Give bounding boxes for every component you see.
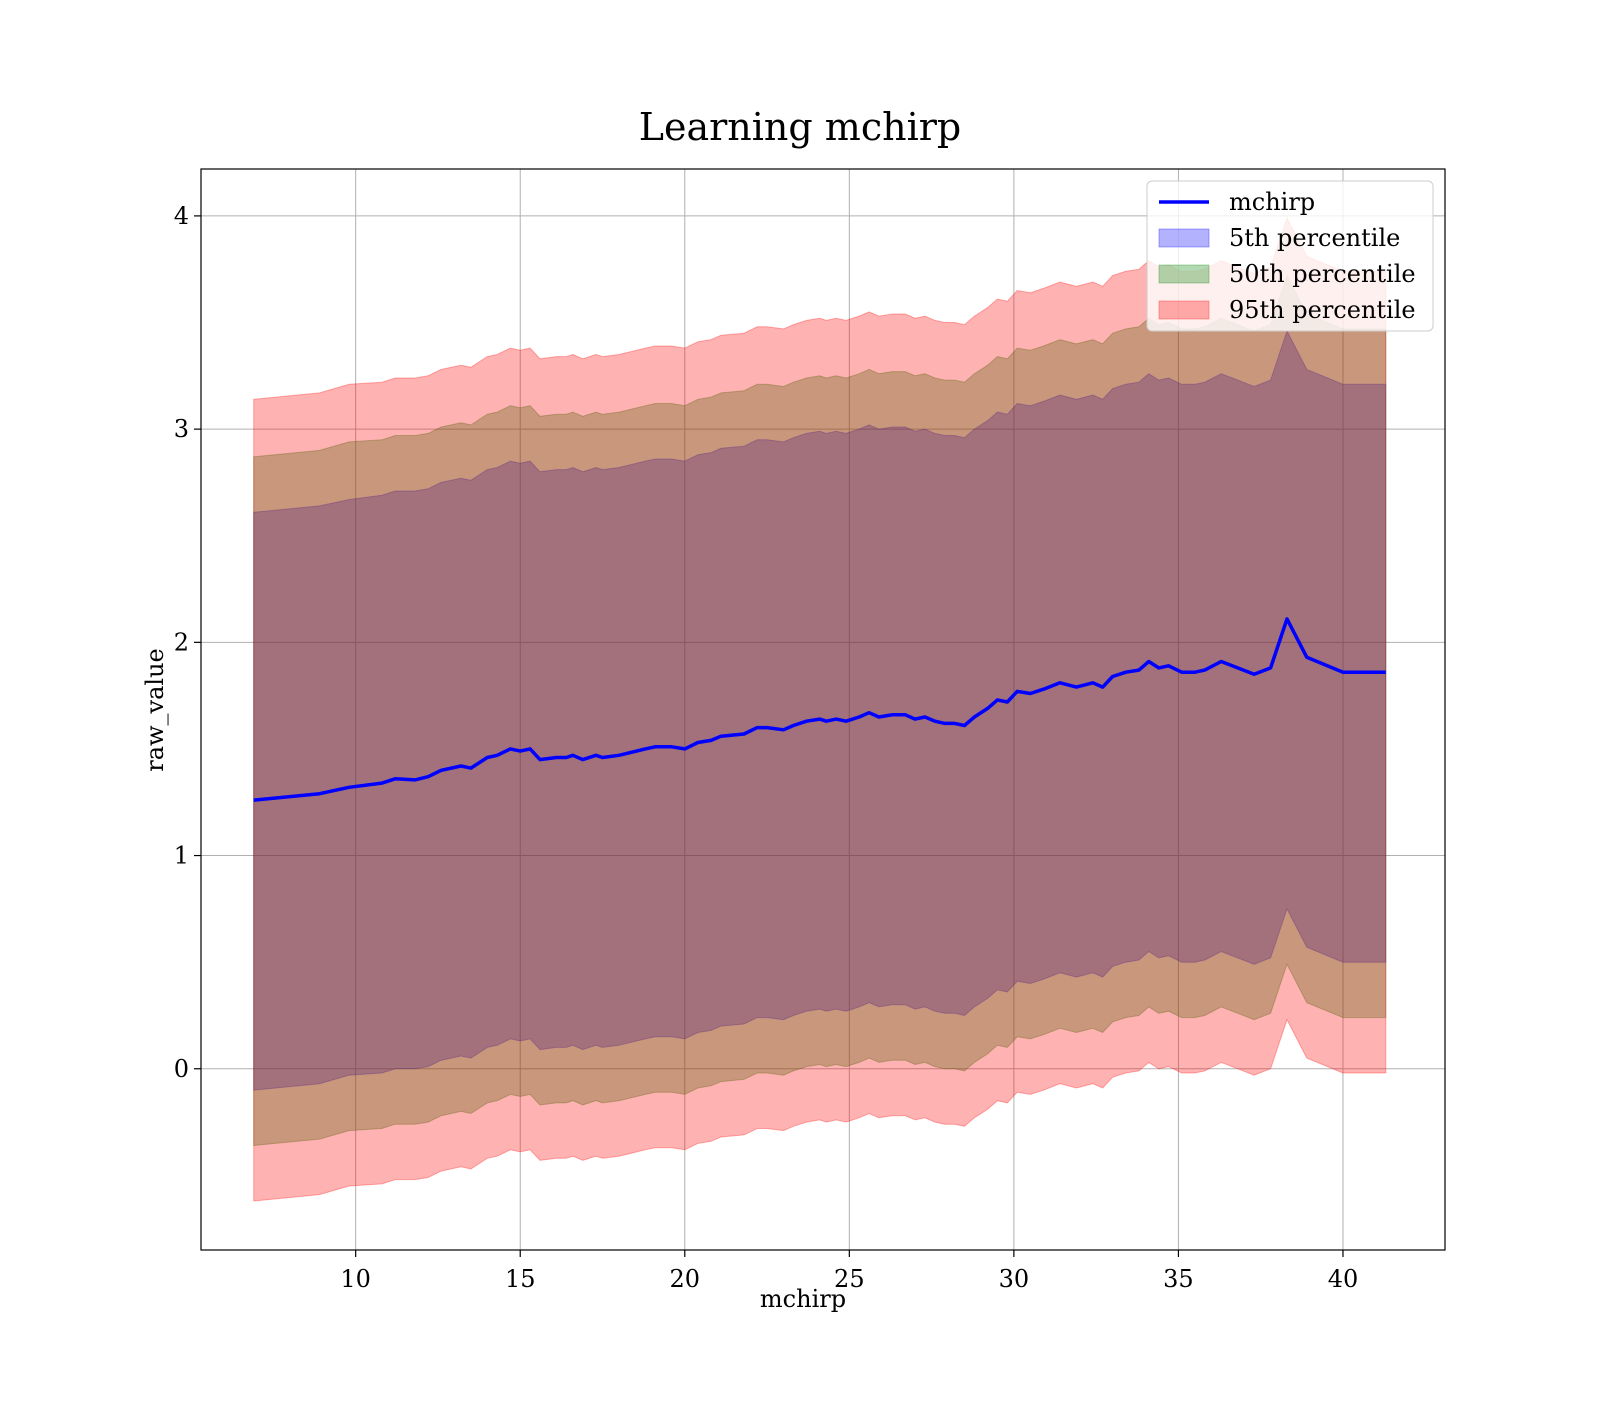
tick-layer: 10 15 20 25 30 35 40 0 1 2 3 4 [174,202,1359,1293]
y-tick-label: 2 [174,628,189,656]
x-tick-label: 35 [1163,1265,1194,1293]
legend-label: mchirp [1229,188,1315,216]
x-axis-label: mchirp [760,1285,846,1313]
x-tick-label: 10 [340,1265,371,1293]
legend-label: 95th percentile [1229,296,1416,324]
legend-swatch-patch [1158,264,1210,284]
x-tick-label: 15 [505,1265,536,1293]
y-axis-label: raw_value [141,648,169,772]
chart-title: Learning mchirp [639,105,961,149]
legend-swatch-patch [1158,228,1210,248]
x-tick-label: 20 [670,1265,701,1293]
x-tick-label: 40 [1328,1265,1359,1293]
legend: mchirp 5th percentile 50th percentile 95th … [1146,180,1434,332]
grid-layer [201,169,1445,1250]
y-tick-label: 1 [174,842,189,870]
band-5th-percentile [253,329,1387,1091]
band-95th-percentile [253,216,1387,1202]
band-layer [253,216,1387,1202]
legend-label: 5th percentile [1229,224,1400,252]
x-tick-label: 30 [999,1265,1030,1293]
band-50th-percentile [253,274,1387,1147]
line-layer [253,617,1386,802]
series-line-mchirp [253,617,1386,802]
plot-frame [200,168,1446,1251]
legend-label: 50th percentile [1229,260,1416,288]
y-tick-label: 3 [174,415,189,443]
legend-swatch-patch [1158,300,1210,320]
y-tick-label: 0 [174,1055,189,1083]
x-tick-label: 25 [834,1265,865,1293]
legend-box [1146,180,1434,332]
y-tick-label: 4 [174,202,189,230]
